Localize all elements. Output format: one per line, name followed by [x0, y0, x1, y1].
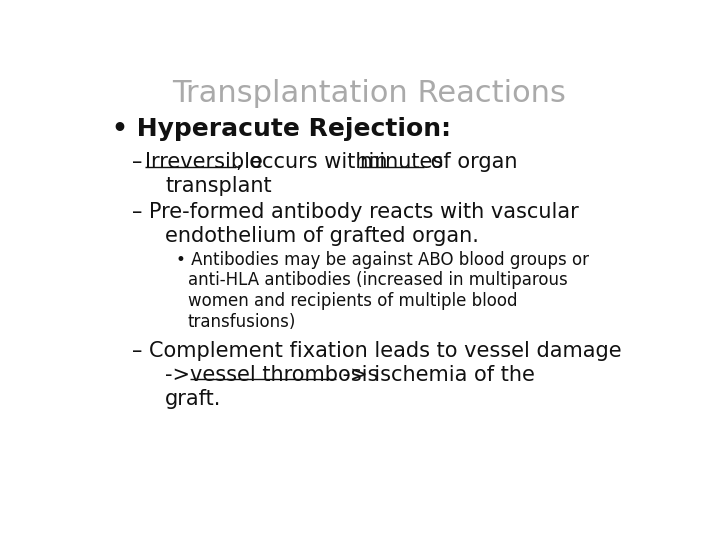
Text: transplant: transplant	[166, 176, 272, 196]
Text: women and recipients of multiple blood: women and recipients of multiple blood	[188, 292, 517, 310]
Text: -> ischemia of the: -> ischemia of the	[336, 365, 535, 385]
Text: ->: ->	[166, 365, 197, 385]
Text: endothelium of grafted organ.: endothelium of grafted organ.	[166, 226, 480, 246]
Text: minutes: minutes	[359, 152, 444, 172]
Text: vessel thrombosis: vessel thrombosis	[190, 365, 378, 385]
Text: graft.: graft.	[166, 389, 222, 409]
Text: transfusions): transfusions)	[188, 313, 296, 331]
Text: • Hyperacute Rejection:: • Hyperacute Rejection:	[112, 117, 451, 141]
Text: Transplantation Reactions: Transplantation Reactions	[172, 79, 566, 109]
Text: Irreversible: Irreversible	[145, 152, 263, 172]
Text: –: –	[132, 152, 149, 172]
Text: anti-HLA antibodies (increased in multiparous: anti-HLA antibodies (increased in multip…	[188, 272, 567, 289]
Text: of organ: of organ	[424, 152, 518, 172]
Text: – Pre-formed antibody reacts with vascular: – Pre-formed antibody reacts with vascul…	[132, 202, 579, 222]
Text: , occurs within: , occurs within	[236, 152, 395, 172]
Text: • Antibodies may be against ABO blood groups or: • Antibodies may be against ABO blood gr…	[176, 251, 590, 269]
Text: – Complement fixation leads to vessel damage: – Complement fixation leads to vessel da…	[132, 341, 621, 361]
